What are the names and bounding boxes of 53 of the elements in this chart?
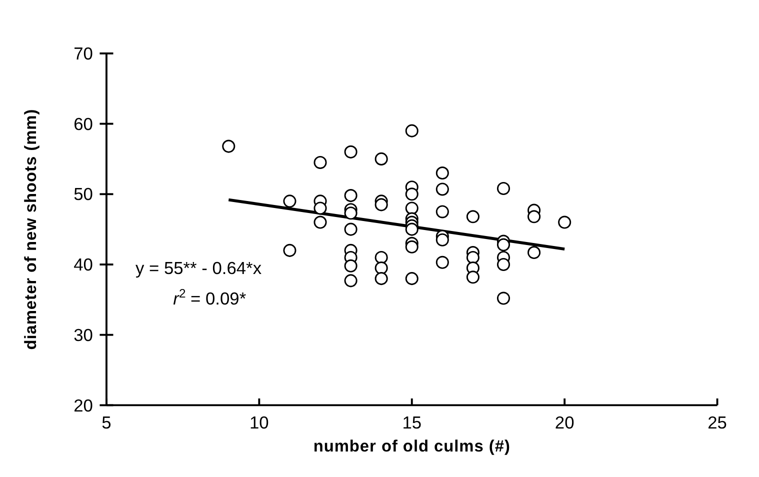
point (405, 272, 418, 286)
point (466, 210, 480, 224)
point (496, 182, 510, 196)
x-tick-label: 15 (402, 412, 422, 432)
y-tick-label: 50 (74, 184, 93, 204)
y-tick-label: 20 (74, 395, 93, 416)
point (405, 222, 418, 236)
point (436, 205, 449, 218)
point (496, 258, 510, 272)
x-tick-label: 10 (250, 412, 269, 432)
point (436, 233, 449, 246)
point (344, 274, 358, 288)
point (436, 256, 449, 269)
point (558, 216, 572, 229)
y-axis-title: diameter of new shoots (mm) (22, 108, 40, 350)
point (344, 222, 358, 236)
point (344, 206, 358, 220)
point (344, 259, 358, 272)
y-tick-label: 60 (74, 114, 93, 134)
point (222, 140, 236, 153)
point (344, 189, 358, 202)
point (374, 261, 388, 275)
point (405, 202, 418, 215)
point (374, 152, 388, 166)
point (466, 270, 480, 284)
annotation: r$^{2}$ = 0.09* (173, 286, 246, 309)
x-tick-label: 25 (708, 412, 727, 432)
y-tick-label: 40 (74, 254, 93, 275)
point (496, 292, 510, 305)
point (436, 166, 449, 180)
point (283, 244, 296, 257)
point (374, 272, 388, 286)
point (436, 182, 449, 196)
point (528, 246, 541, 260)
point (374, 198, 388, 212)
x-tick-label: 20 (554, 412, 574, 432)
point (314, 156, 327, 169)
point (344, 145, 358, 158)
point (314, 216, 327, 229)
point (405, 124, 418, 138)
y-tick-label: 30 (74, 324, 93, 345)
point (283, 194, 296, 208)
point (528, 210, 541, 224)
point (466, 250, 480, 264)
x-tick-label: 5 (102, 412, 112, 432)
point (374, 250, 388, 264)
point (496, 238, 510, 252)
point (405, 188, 418, 201)
y-tick-label: 70 (74, 44, 93, 64)
point (314, 202, 327, 215)
annotation: y = 55** - 0.64*x (135, 258, 262, 278)
x-axis-title: number of old culms (#) (313, 438, 510, 456)
point (405, 240, 418, 254)
